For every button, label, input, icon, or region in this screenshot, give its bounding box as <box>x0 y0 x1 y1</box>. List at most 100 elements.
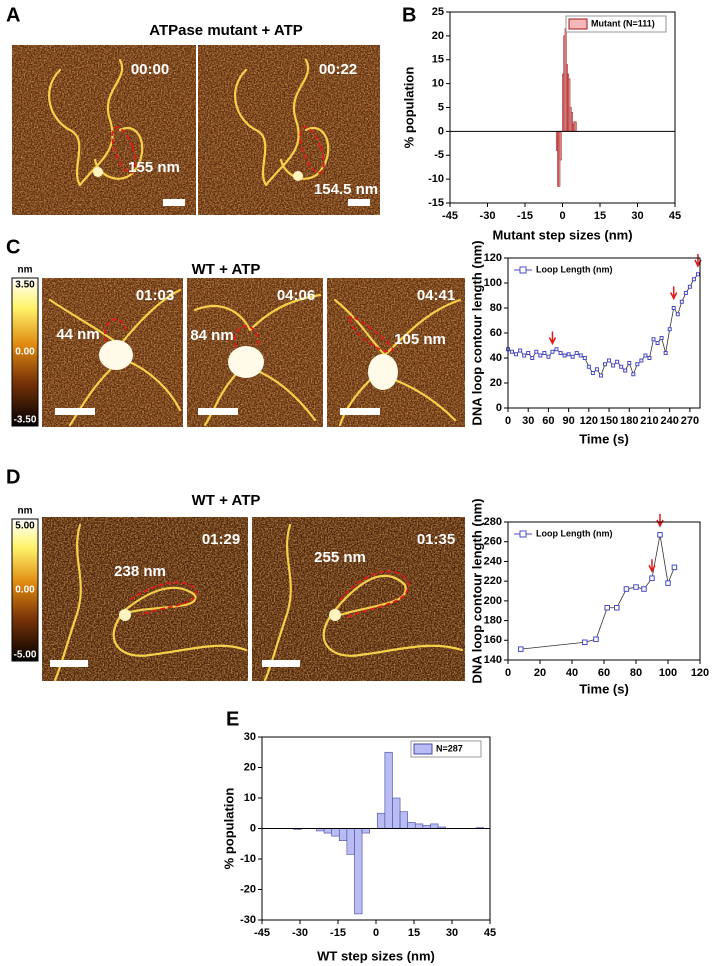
legend-swatch <box>413 743 433 755</box>
legend-label: Loop Length (nm) <box>536 528 612 538</box>
y-axis-label: % population <box>221 788 236 870</box>
colorbar-label: 5.00 <box>15 521 35 532</box>
image-noise <box>327 278 465 427</box>
loop-length: 255 nm <box>314 549 366 566</box>
legend-marker <box>519 530 527 538</box>
point <box>657 532 663 538</box>
bar <box>574 121 577 132</box>
scale-bar <box>198 408 238 415</box>
loop-length: 154.5 nm <box>314 181 378 198</box>
panel-title: WT + ATP <box>192 492 261 509</box>
bar <box>376 812 386 829</box>
x-axis-label: Time (s) <box>579 681 629 696</box>
scale-bar <box>340 408 380 415</box>
x-tick-label: 15 <box>408 927 420 939</box>
y-tick-label: 140 <box>484 654 502 666</box>
x-tick-label: 60 <box>542 415 554 427</box>
timestamp: 04:06 <box>277 287 315 304</box>
point <box>679 299 684 304</box>
point <box>582 356 587 360</box>
legend-box <box>565 15 667 33</box>
y-tick-label: -10 <box>428 173 444 185</box>
point <box>510 349 515 354</box>
x-tick-label: 100 <box>659 667 677 679</box>
legend-marker <box>519 266 527 274</box>
dna-strand <box>193 293 322 427</box>
point <box>623 368 628 373</box>
panel-label: A <box>6 4 20 26</box>
point <box>647 356 652 360</box>
bar <box>331 828 340 837</box>
point <box>518 646 524 652</box>
timestamp: 01:35 <box>417 531 455 548</box>
loop-length: 155 nm <box>128 159 180 176</box>
colorbar-label: -3.50 <box>14 415 37 426</box>
x-tick-label: 120 <box>580 415 598 427</box>
point <box>683 291 688 295</box>
loop-length: 105 nm <box>394 331 446 348</box>
protein <box>99 340 133 370</box>
scale-bar <box>262 660 300 667</box>
x-tick-label: 180 <box>620 415 638 427</box>
point <box>604 605 610 611</box>
x-tick-label: 40 <box>566 667 578 679</box>
point <box>691 277 696 282</box>
bar <box>354 828 363 915</box>
scale-bar <box>55 408 95 415</box>
afm-image: 04:41 105 nm <box>327 278 465 427</box>
x-tick-label: 60 <box>598 667 610 679</box>
y-tick-label: 10 <box>432 78 444 90</box>
afm-image: 01:35 255 nm <box>252 517 465 682</box>
y-tick-label: 40 <box>490 352 502 364</box>
x-tick-label: 90 <box>563 415 575 427</box>
bar <box>392 797 401 829</box>
point <box>633 584 639 590</box>
dna-strand <box>48 58 144 187</box>
bar <box>414 823 424 829</box>
point <box>631 372 636 377</box>
point <box>635 362 640 367</box>
point <box>615 359 620 364</box>
point <box>594 367 599 372</box>
point <box>641 586 647 592</box>
plot-frame <box>449 11 676 204</box>
x-tick-label: 210 <box>640 415 658 427</box>
x-tick-label: -30 <box>480 210 496 222</box>
y-tick-label: 20 <box>432 30 444 42</box>
image-noise <box>12 45 196 215</box>
point <box>538 353 543 358</box>
x-tick-label: 150 <box>600 415 618 427</box>
point <box>574 351 579 355</box>
x-tick-label: 45 <box>669 210 681 222</box>
protein <box>119 609 131 621</box>
point <box>614 605 620 611</box>
loop-outline <box>111 126 137 174</box>
colorbar-unit: nm <box>18 265 33 276</box>
bar <box>323 828 332 834</box>
x-tick-label: 30 <box>631 210 643 222</box>
y-tick-label: -30 <box>240 914 256 926</box>
x-tick-label: 20 <box>534 667 546 679</box>
legend-swatch <box>568 18 588 30</box>
x-tick-label: 0 <box>505 415 511 427</box>
y-tick-label: 0 <box>250 822 256 834</box>
dna-strand <box>234 58 330 187</box>
bar <box>338 828 348 841</box>
y-tick-label: 240 <box>484 555 502 567</box>
bar <box>384 751 393 829</box>
x-tick-label: -30 <box>292 927 308 939</box>
y-tick-label: 60 <box>490 327 502 339</box>
point <box>671 306 676 310</box>
image-noise <box>198 45 380 215</box>
bar <box>559 131 562 161</box>
colorbar <box>11 277 39 427</box>
point <box>663 351 668 355</box>
y-tick-label: 5 <box>438 101 444 113</box>
dna-strand <box>48 288 182 427</box>
y-tick-label: 30 <box>244 731 256 743</box>
y-tick-label: 180 <box>484 614 502 626</box>
point <box>590 371 595 375</box>
y-tick-label: 20 <box>490 377 502 389</box>
point <box>659 336 664 340</box>
